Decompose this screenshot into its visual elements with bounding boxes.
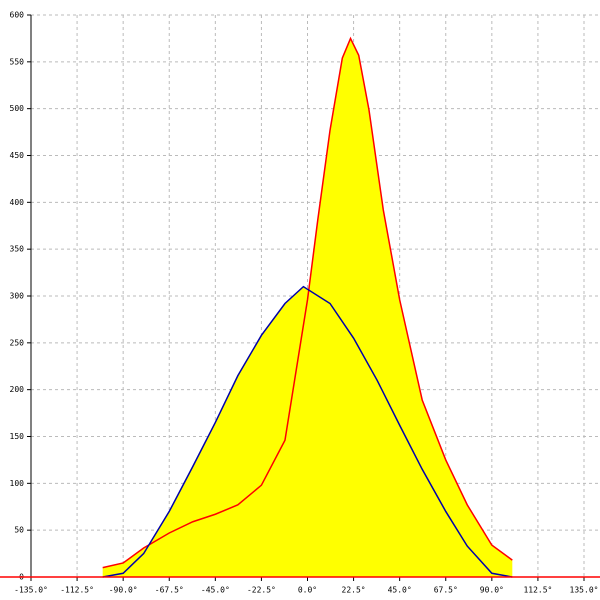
- y-tick-label: 550: [10, 57, 25, 66]
- x-tick-label: 135.0°: [570, 586, 599, 595]
- x-tick-label: 67.5°: [434, 586, 458, 595]
- x-tick-label: -67.5°: [155, 586, 184, 595]
- x-tick-label: -45.0°: [201, 586, 230, 595]
- x-tick-label: 90.0°: [480, 586, 504, 595]
- x-tick-label: 0.0°: [298, 586, 317, 595]
- x-tick-label: 22.5°: [342, 586, 366, 595]
- x-tick-label: 112.5°: [523, 586, 552, 595]
- x-tick-label: 45.0°: [388, 586, 412, 595]
- y-tick-label: 250: [10, 338, 25, 347]
- y-tick-label: 350: [10, 245, 25, 254]
- y-tick-label: 300: [10, 292, 25, 301]
- x-tick-label: -22.5°: [247, 586, 276, 595]
- y-tick-label: 200: [10, 385, 25, 394]
- y-tick-label: 500: [10, 104, 25, 113]
- y-tick-label: 600: [10, 11, 25, 20]
- series-line: [102, 285, 513, 578]
- area-fill: [102, 286, 513, 577]
- x-tick-label: -135.0°: [14, 586, 48, 595]
- x-tick-label: -112.5°: [60, 586, 94, 595]
- y-tick-label: 100: [10, 479, 25, 488]
- y-tick-label: 450: [10, 151, 25, 160]
- series-line: [102, 36, 513, 569]
- y-tick-label: 150: [10, 432, 25, 441]
- x-tick-label: -90.0°: [109, 586, 138, 595]
- y-tick-label: 400: [10, 198, 25, 207]
- y-tick-label: 50: [14, 526, 24, 535]
